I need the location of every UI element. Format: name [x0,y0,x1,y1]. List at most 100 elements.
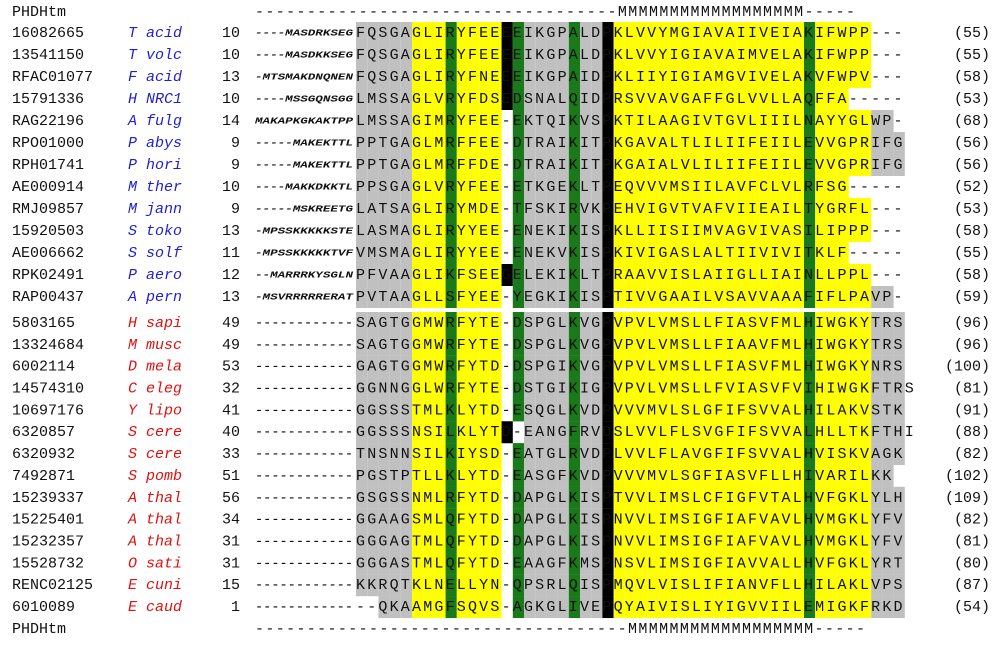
residue-shade [568,88,580,110]
residue-shade [367,176,379,198]
residue-shade [613,333,625,356]
residue-shade [703,44,715,66]
residue-shade [792,399,804,422]
residue-shade [389,66,401,88]
residue-shade [434,242,446,264]
residue-shade [412,377,424,400]
aligned-sequence: GGGASTMLQFYTD-EAAGFKMSPNSVLIMSIGFIAVVALL… [356,555,903,572]
residue-shade [524,333,536,356]
residue-shade [848,486,860,509]
residue-shade [389,377,401,400]
residue-shade [524,574,536,597]
residue-shade [826,333,838,356]
residue-shade [490,154,502,176]
residue-shade [389,443,401,466]
residue-shade [692,264,704,286]
residue-shade [680,312,692,334]
residue-shade [602,508,614,531]
residue-shade [524,312,536,334]
residue-shade [804,220,816,242]
residue-shade [871,355,883,378]
species: T acid [128,25,182,42]
residue-shade [580,110,592,132]
residue-shade [636,242,648,264]
residue-shade [848,286,860,308]
residue-shade [692,220,704,242]
residue-shade [669,176,681,198]
residue-shade [882,333,894,356]
residue-shade [759,574,771,597]
residue-shade [468,176,480,198]
residue-shade [535,377,547,400]
residue-shade [580,530,592,553]
residue-shade [591,399,603,422]
residue-shade [624,312,636,334]
residue-shade [882,110,894,132]
sequence-id: RPK02491 [12,267,84,284]
sequence-length: (81) [954,533,990,550]
residue-shade [535,596,547,619]
residue-shade [826,399,838,422]
species: A thal [127,512,182,529]
residue-shade [535,110,547,132]
residue-shade [770,355,782,378]
sequence-length: (88) [954,424,990,441]
residue-shade [613,596,625,619]
residue-shade [535,333,547,356]
residue-shade [692,66,704,88]
residue-shade [647,66,659,88]
residue-shade [703,530,715,553]
residue-shade [524,132,536,154]
residue-shade [423,574,435,597]
residue-shade [893,596,905,619]
residue-shade [557,443,569,466]
residue-shade [714,596,726,619]
sequence-id: RPO01000 [12,135,84,152]
residue-shade [412,508,424,531]
residue-shade [815,154,827,176]
residue-shade [356,264,368,286]
residue-shade [524,22,536,44]
residue-shade [792,176,804,198]
n-terminal-prefix: --MARRRKYSGLN [255,270,354,280]
residue-shade [848,421,860,444]
residue-shade [826,242,838,264]
residue-shade [568,176,580,198]
residue-shade [669,377,681,400]
residue-shade [893,574,905,597]
residue-shade [669,110,681,132]
residue-shade [703,574,715,597]
residue-shade [736,377,748,400]
n-terminal-prefix: -----MSKREETG [255,204,354,214]
aligned-sequence: --QKAAMGFSQVS-AGKGLIVEPQYAIVISLIYIGVVIIL… [356,599,903,616]
residue-shade [815,333,827,356]
residue-shade [367,443,379,466]
residue-shade [423,66,435,88]
residue-shade [613,312,625,334]
residue-shade [356,443,368,466]
residue-shade [479,220,491,242]
residue-shade [412,176,424,198]
residue-shade [546,574,558,597]
sequence-id: 13541150 [12,47,84,64]
sequence-id: 13324684 [12,337,84,354]
residue-shade [423,508,435,531]
residue-shade [770,198,782,220]
residue-shade [602,596,614,619]
sequence-length: (53) [954,91,990,108]
residue-shade [423,198,435,220]
residue-shade [591,154,603,176]
residue-shade [882,552,894,575]
residue-shade [367,486,379,509]
residue-shade [848,333,860,356]
n-terminal-prefix: -MPSSKKKKKSTE [255,226,354,236]
residue-shade [804,44,816,66]
residue-shade [389,198,401,220]
residue-shade [669,44,681,66]
start-position: 53 [222,359,240,376]
residue-shade [714,377,726,400]
residue-shade [647,88,659,110]
residue-shade [468,110,480,132]
residue-shade [826,355,838,378]
